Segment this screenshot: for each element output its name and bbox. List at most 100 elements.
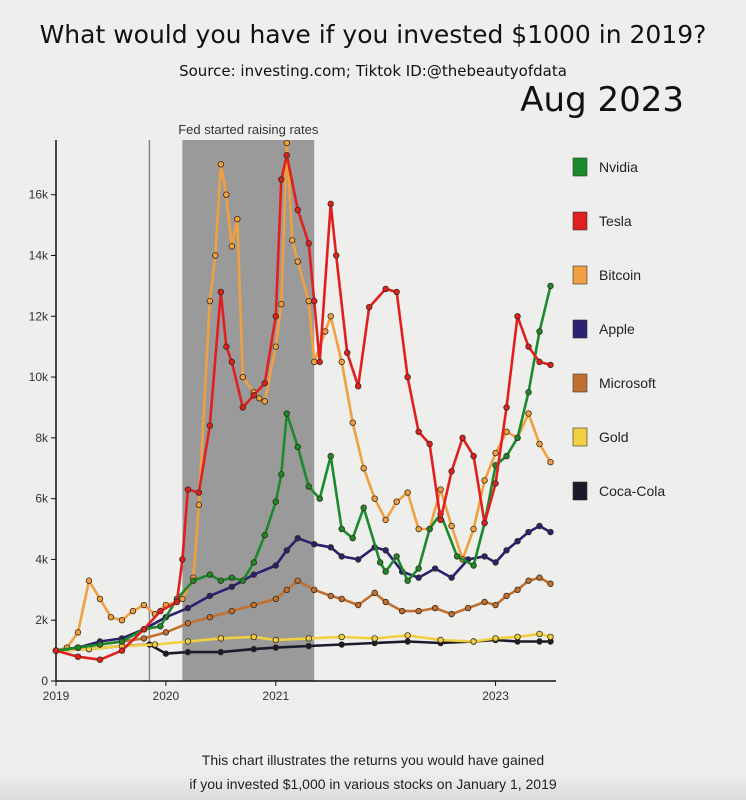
data-point [289,237,296,244]
legend-swatch [572,427,588,447]
data-point [547,282,554,290]
data-point [173,598,181,606]
data-point [217,648,225,656]
data-point [157,623,164,630]
data-point [118,617,126,624]
data-point [250,392,258,399]
data-point [398,607,406,615]
data-point [536,522,543,530]
data-point [157,607,164,615]
data-point [349,534,356,542]
data-point [206,297,214,305]
data-point [525,410,532,417]
data-point [118,647,126,654]
data-point [129,607,137,615]
data-point [272,636,279,644]
data-point [503,404,510,411]
data-point [239,577,247,584]
data-point [316,358,323,366]
y-tick-label: 16k [29,188,49,202]
data-point [448,574,455,581]
data-point [492,449,499,457]
data-point [470,525,477,533]
data-point [448,610,455,618]
data-point [448,522,455,530]
data-point [349,419,356,426]
data-point [228,243,236,250]
data-point [503,592,510,600]
data-point [404,489,411,496]
data-point [283,151,290,159]
data-point [382,547,389,554]
data-point [74,644,82,651]
data-point [195,501,203,508]
data-point [162,650,170,657]
data-point [525,389,532,396]
x-tick-label: 2019 [43,689,70,703]
data-point [431,604,439,612]
caption-line-1: This chart illustrates the returns you w… [201,752,545,768]
data-point [464,604,472,612]
data-point [481,598,488,606]
data-point [415,574,422,581]
data-point [179,595,186,603]
data-point [228,574,236,581]
data-point [404,632,411,639]
legend-swatch [572,373,588,393]
data-point [514,537,521,545]
data-point [547,633,554,641]
legend-label: Gold [599,429,629,445]
data-point [283,586,290,594]
data-point [74,629,82,636]
data-point [525,577,532,584]
data-point [305,240,312,247]
data-point [536,440,543,448]
data-point [294,534,301,542]
data-point [272,313,279,320]
data-point [305,297,312,305]
data-point [272,562,279,569]
data-point [338,553,345,560]
data-point [250,601,258,609]
data-point [338,358,345,366]
data-point [338,641,345,648]
data-point [327,544,334,551]
legend-label: Tesla [599,213,632,229]
data-point [437,516,444,524]
data-point [272,343,279,350]
data-point [52,647,60,654]
data-point [344,349,351,356]
data-point [393,498,400,505]
data-point [311,586,318,594]
data-point [365,303,373,311]
data-point [184,604,192,612]
data-point [272,595,279,603]
data-point [371,589,378,597]
data-point [223,191,230,198]
data-point [448,468,455,475]
y-tick-label: 10k [29,370,49,384]
data-point [354,382,362,390]
data-point [305,635,312,642]
data-point [404,577,411,584]
data-point [206,571,214,578]
data-point [470,452,477,460]
data-point [437,486,444,493]
data-point [536,630,543,638]
legend-swatch [572,211,588,231]
data-point [360,504,367,511]
data-point [393,288,400,296]
data-point [239,404,247,411]
data-point [382,568,389,575]
data-point [140,601,148,609]
data-point [338,525,345,533]
data-point [311,297,318,305]
data-point [283,547,290,554]
data-point [261,398,268,405]
data-point [514,313,521,320]
data-point [371,495,378,502]
data-point [327,313,334,320]
data-point [360,465,367,472]
data-point [503,547,510,554]
